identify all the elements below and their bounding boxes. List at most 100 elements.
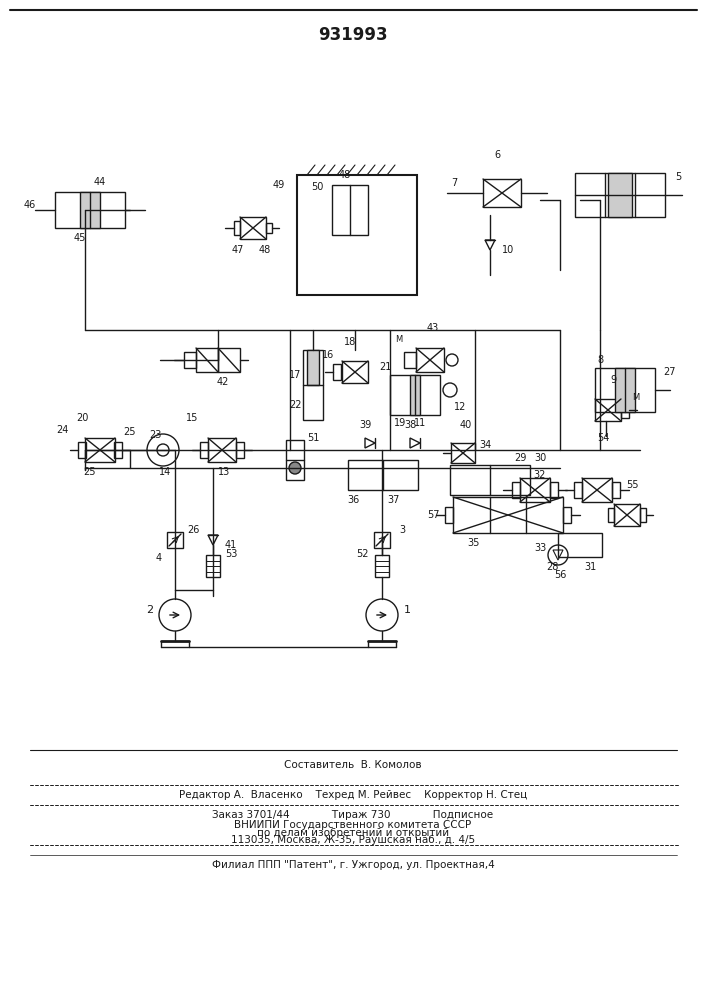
- Text: 4: 4: [156, 553, 162, 563]
- Bar: [640, 508, 646, 522]
- Text: 28: 28: [546, 562, 559, 572]
- Bar: [563, 507, 571, 523]
- Bar: [297, 175, 417, 295]
- Text: 22: 22: [288, 400, 301, 410]
- Text: 10: 10: [502, 245, 514, 255]
- Bar: [348, 460, 418, 490]
- Text: 12: 12: [454, 402, 466, 412]
- Text: 49: 49: [273, 180, 285, 190]
- Text: 39: 39: [359, 420, 371, 430]
- Bar: [612, 482, 620, 498]
- Text: 16: 16: [322, 350, 334, 360]
- Text: 14: 14: [159, 467, 171, 477]
- Bar: [236, 442, 244, 458]
- Text: Филиал ППП "Патент", г. Ужгород, ул. Проектная,4: Филиал ППП "Патент", г. Ужгород, ул. Про…: [211, 860, 494, 870]
- Text: 8: 8: [597, 355, 603, 365]
- Bar: [303, 350, 323, 420]
- Bar: [595, 399, 621, 421]
- Text: Заказ 3701/44             Тираж 730             Подписное: Заказ 3701/44 Тираж 730 Подписное: [212, 810, 493, 820]
- Text: 33: 33: [534, 543, 546, 553]
- Text: 55: 55: [626, 480, 638, 490]
- Bar: [80, 192, 100, 228]
- Text: 25: 25: [124, 427, 136, 437]
- Text: 48: 48: [339, 170, 351, 180]
- Bar: [483, 179, 521, 207]
- Bar: [512, 482, 520, 498]
- Text: 42: 42: [217, 377, 229, 387]
- Bar: [332, 185, 368, 235]
- Text: по делам изобретений и открытий: по делам изобретений и открытий: [257, 828, 449, 838]
- Text: 21: 21: [379, 362, 391, 372]
- Text: 9: 9: [610, 375, 616, 385]
- Circle shape: [289, 462, 301, 474]
- Text: 32: 32: [534, 470, 547, 480]
- Text: 31: 31: [584, 562, 596, 572]
- Text: 38: 38: [404, 420, 416, 430]
- Text: 113035, Москва, Ж-35, Раушская наб., д. 4/5: 113035, Москва, Ж-35, Раушская наб., д. …: [231, 835, 475, 845]
- Text: Составитель  В. Комолов: Составитель В. Комолов: [284, 760, 422, 770]
- Text: 7: 7: [451, 178, 457, 188]
- Text: 36: 36: [347, 495, 359, 505]
- Bar: [615, 368, 635, 412]
- Text: 26: 26: [187, 525, 199, 535]
- Text: 40: 40: [460, 420, 472, 430]
- Bar: [55, 192, 125, 228]
- Text: 51: 51: [307, 433, 319, 443]
- Text: 1: 1: [404, 605, 411, 615]
- Text: M: M: [395, 336, 402, 344]
- Text: 24: 24: [56, 425, 68, 435]
- Text: 13: 13: [218, 467, 230, 477]
- Text: 46: 46: [24, 200, 36, 210]
- Text: ВНИИПИ Государственного комитета СССР: ВНИИПИ Государственного комитета СССР: [235, 820, 472, 830]
- Text: 34: 34: [479, 440, 491, 450]
- Bar: [614, 504, 640, 526]
- Bar: [206, 555, 220, 577]
- Bar: [342, 361, 368, 383]
- Text: 43: 43: [427, 323, 439, 333]
- Bar: [404, 352, 416, 368]
- Bar: [595, 368, 655, 412]
- Bar: [234, 221, 240, 235]
- Bar: [196, 348, 218, 372]
- Bar: [390, 375, 440, 415]
- Text: 44: 44: [94, 177, 106, 187]
- Text: 45: 45: [74, 233, 86, 243]
- Text: 931993: 931993: [318, 26, 388, 44]
- Text: 2: 2: [146, 605, 153, 615]
- Text: 11: 11: [414, 418, 426, 428]
- Bar: [410, 375, 420, 415]
- Bar: [266, 223, 272, 233]
- Bar: [85, 438, 115, 462]
- Text: 3: 3: [399, 525, 405, 535]
- Text: 53: 53: [225, 549, 237, 559]
- Bar: [78, 442, 86, 458]
- Bar: [450, 465, 530, 495]
- Bar: [451, 443, 475, 463]
- Bar: [167, 532, 183, 548]
- Text: 23: 23: [148, 430, 161, 440]
- Text: M: M: [632, 393, 640, 402]
- Bar: [575, 173, 665, 217]
- Bar: [582, 478, 612, 502]
- Text: 19: 19: [394, 418, 406, 428]
- Text: 6: 6: [494, 150, 500, 160]
- Text: 56: 56: [554, 570, 566, 580]
- Text: 37: 37: [387, 495, 399, 505]
- Text: 54: 54: [597, 433, 609, 443]
- Bar: [453, 497, 563, 533]
- Bar: [550, 482, 558, 498]
- Text: 27: 27: [664, 367, 677, 377]
- Bar: [608, 173, 632, 217]
- Bar: [333, 364, 341, 380]
- Text: 41: 41: [225, 540, 237, 550]
- Text: 57: 57: [427, 510, 439, 520]
- Bar: [574, 482, 582, 498]
- Text: 47: 47: [232, 245, 244, 255]
- Text: 15: 15: [186, 413, 198, 423]
- Text: 5: 5: [675, 172, 681, 182]
- Text: 20: 20: [76, 413, 88, 423]
- Bar: [374, 532, 390, 548]
- Bar: [558, 533, 602, 557]
- Bar: [184, 352, 196, 368]
- Bar: [375, 555, 389, 577]
